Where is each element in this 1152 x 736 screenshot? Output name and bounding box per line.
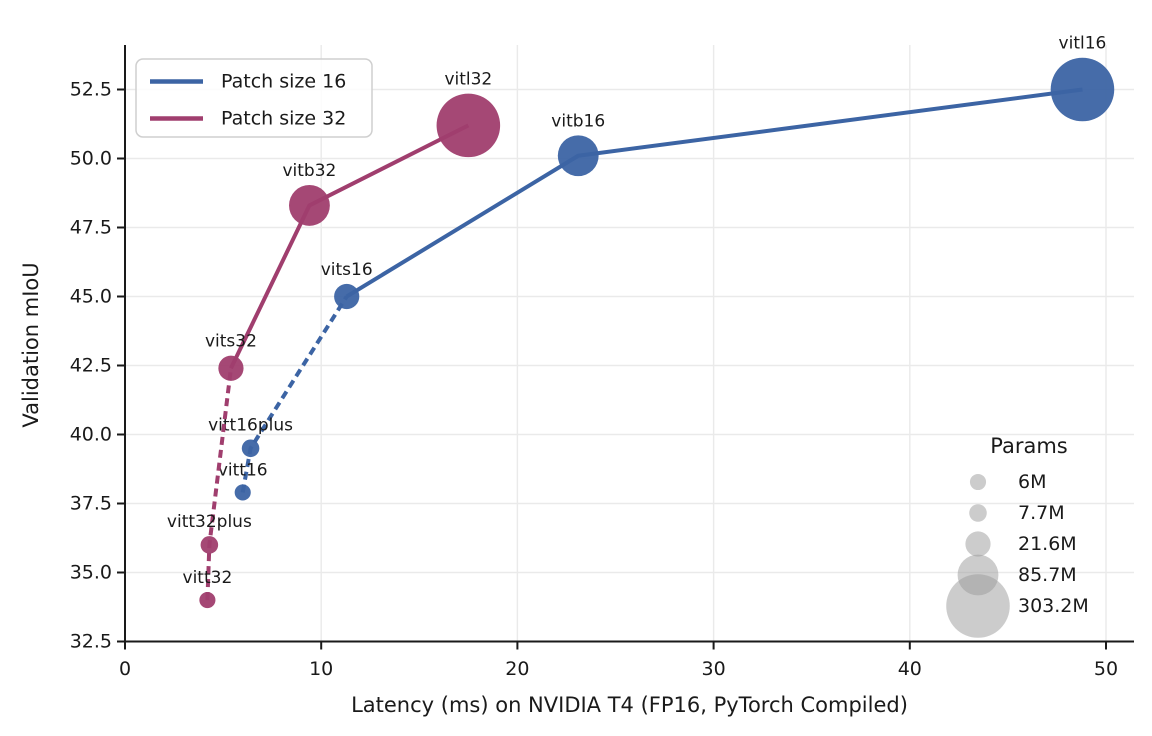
y-tick-label-37.5: 37.5	[70, 493, 112, 515]
y-tick-label-35: 35.0	[70, 562, 112, 584]
size-legend: Params 6M 7.7M 21.6M 85.7M 303.2M	[946, 434, 1089, 638]
size-legend-label-21.6M: 21.6M	[1018, 533, 1077, 555]
axis-ticks: 0 10 20 30 40 50 32.5 35.0 37.5 40.0 42.5 45.0 47.5 5…	[70, 79, 1118, 681]
x-axis-label: Latency (ms) on NVIDIA T4 (FP16, PyTorch…	[351, 693, 908, 717]
point-label-vitb16: vitb16	[551, 111, 605, 131]
series-line-solid-1	[345, 87, 1083, 299]
legend-label-2: Patch size 32	[221, 108, 346, 130]
legend-entry-patch-size-16: Patch size 16	[150, 71, 346, 93]
y-tick-label-32.5: 32.5	[70, 631, 112, 653]
size-legend-circle-6M	[969, 473, 987, 491]
point-label-vitt16: vitt16	[218, 460, 268, 480]
y-tick-label-52.5: 52.5	[70, 79, 112, 101]
point-label-vitl16: vitl16	[1059, 34, 1107, 54]
size-legend-label-303.2M: 303.2M	[1018, 595, 1089, 617]
size-legend-label-85.7M: 85.7M	[1018, 564, 1077, 586]
point-label-vitt32plus: vitt32plus	[167, 512, 252, 532]
point-label-vitl32: vitl32	[444, 70, 492, 90]
x-tick-label-20: 20	[505, 658, 529, 680]
size-legend-circle-7.7M	[969, 504, 987, 522]
y-tick-label-45: 45.0	[70, 286, 112, 308]
point-label-vits16: vits16	[321, 260, 373, 280]
point-label-vitt32: vitt32	[183, 568, 233, 588]
point-label-vits32: vits32	[205, 332, 257, 352]
size-legend-circle-303.2M	[946, 574, 1010, 638]
x-tick-label-50: 50	[1094, 658, 1118, 680]
y-tick-label-42.5: 42.5	[70, 355, 112, 377]
x-tick-label-10: 10	[309, 658, 333, 680]
y-tick-label-40: 40.0	[70, 424, 112, 446]
legend-label-1: Patch size 16	[221, 71, 346, 93]
y-axis-label: Validation mIoU	[19, 262, 43, 427]
legend-entry-patch-size-32: Patch size 32	[150, 108, 346, 130]
point-label-vitt16plus: vitt16plus	[208, 416, 293, 436]
series-line-dashed-2	[205, 368, 233, 601]
size-legend-label-6M: 6M	[1018, 471, 1046, 493]
size-legend-title: Params	[990, 434, 1068, 458]
point-label-vitb32: vitb32	[282, 161, 336, 181]
size-legend-circle-21.6M	[965, 531, 991, 557]
series-patch-size-32: vitt32 vitt32plus vits32 vitb32 vitl32	[167, 70, 501, 609]
series-line-dashed-1	[240, 295, 349, 493]
x-tick-label-40: 40	[898, 658, 922, 680]
series-line-solid-2	[229, 123, 470, 370]
y-tick-label-47.5: 47.5	[70, 217, 112, 239]
x-tick-label-30: 30	[702, 658, 726, 680]
series-legend: Patch size 16 Patch size 32	[135, 58, 373, 138]
y-tick-label-50: 50.0	[70, 148, 112, 170]
series-patch-size-16: vitt16 vitt16plus vits16 vitb16 vitl16	[208, 34, 1115, 501]
size-legend-label-7.7M: 7.7M	[1018, 502, 1065, 524]
x-tick-label-0: 0	[119, 658, 131, 680]
